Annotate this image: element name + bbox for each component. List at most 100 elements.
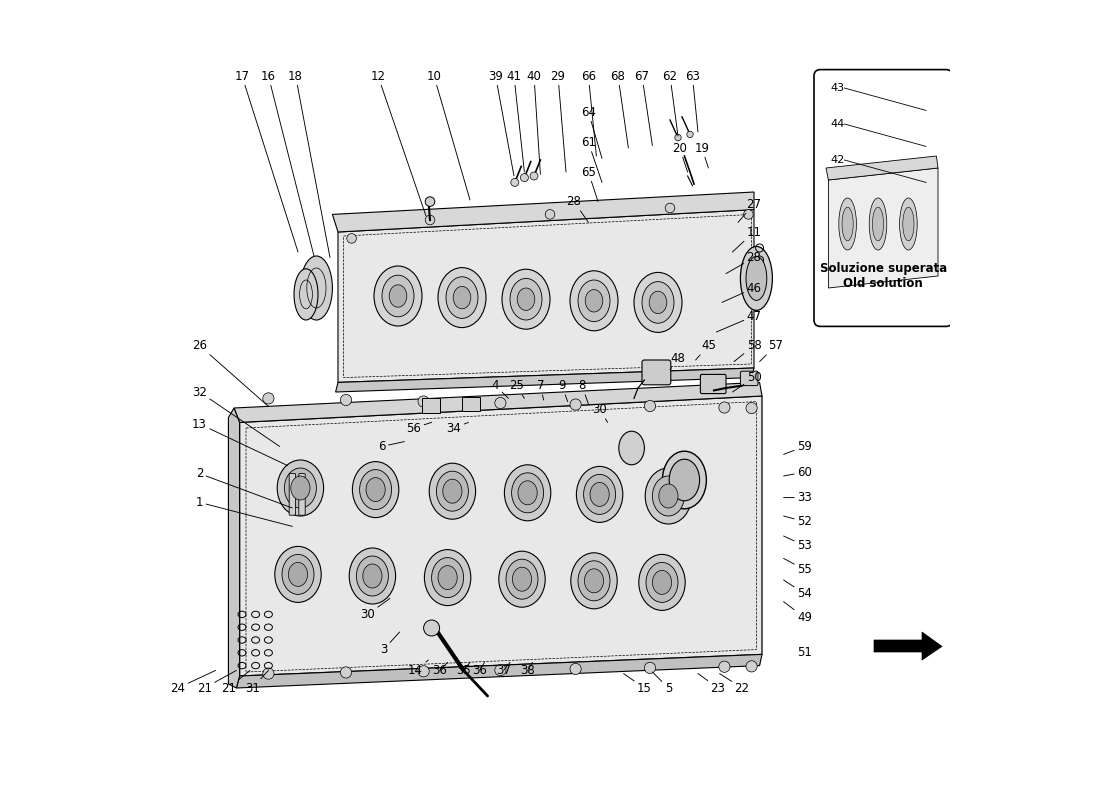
Text: Soluzione superata
Old solution: Soluzione superata Old solution [820, 262, 947, 290]
Circle shape [424, 620, 440, 636]
Text: 55: 55 [783, 558, 812, 576]
Text: 61: 61 [581, 136, 602, 182]
Text: 45: 45 [695, 339, 716, 360]
Ellipse shape [389, 285, 407, 307]
Text: 42: 42 [830, 155, 845, 165]
Text: 5: 5 [652, 672, 672, 694]
Text: 36: 36 [472, 662, 487, 677]
Ellipse shape [634, 272, 682, 333]
Ellipse shape [275, 546, 321, 602]
Ellipse shape [590, 482, 609, 506]
Text: 7: 7 [537, 379, 544, 400]
Ellipse shape [585, 290, 603, 312]
Ellipse shape [382, 275, 414, 317]
Ellipse shape [349, 548, 396, 604]
Text: 46: 46 [722, 282, 761, 302]
Polygon shape [234, 382, 762, 422]
Ellipse shape [578, 280, 610, 322]
Ellipse shape [282, 554, 314, 594]
Ellipse shape [662, 451, 706, 509]
Text: 58: 58 [734, 339, 761, 362]
Text: 1: 1 [196, 496, 293, 526]
Circle shape [418, 396, 429, 407]
Ellipse shape [505, 465, 551, 521]
Text: 27: 27 [738, 198, 761, 222]
Ellipse shape [510, 278, 542, 320]
Ellipse shape [639, 554, 685, 610]
Ellipse shape [619, 431, 645, 465]
Ellipse shape [437, 471, 469, 511]
Text: 23: 23 [698, 674, 725, 694]
Text: 19: 19 [694, 142, 710, 168]
Ellipse shape [903, 207, 914, 241]
Polygon shape [338, 210, 754, 382]
Polygon shape [874, 632, 942, 660]
Ellipse shape [652, 476, 684, 516]
Text: 35: 35 [456, 662, 471, 677]
Text: 51: 51 [798, 646, 812, 658]
Text: 53: 53 [783, 536, 812, 552]
Circle shape [744, 210, 754, 219]
Text: 47: 47 [716, 310, 761, 332]
Polygon shape [332, 192, 754, 232]
Ellipse shape [502, 269, 550, 330]
Polygon shape [336, 368, 754, 392]
Text: 3: 3 [379, 632, 399, 656]
Ellipse shape [429, 463, 475, 519]
Ellipse shape [360, 470, 392, 510]
Ellipse shape [740, 246, 772, 310]
Circle shape [520, 174, 528, 182]
Text: 26: 26 [192, 339, 268, 406]
Circle shape [746, 661, 757, 672]
Text: 30: 30 [360, 598, 390, 621]
Circle shape [510, 178, 519, 186]
Ellipse shape [570, 270, 618, 331]
Circle shape [426, 215, 434, 225]
Circle shape [495, 398, 506, 409]
Text: 30: 30 [592, 403, 607, 422]
Text: 10: 10 [427, 70, 470, 200]
Ellipse shape [300, 256, 332, 320]
Text: 50: 50 [733, 371, 761, 392]
Ellipse shape [438, 267, 486, 328]
Text: 28: 28 [726, 251, 761, 274]
Text: 38: 38 [520, 662, 535, 677]
Text: 24: 24 [170, 670, 216, 694]
Circle shape [718, 661, 730, 672]
Text: 65: 65 [581, 166, 598, 202]
Text: 52: 52 [783, 515, 812, 528]
Text: 43: 43 [830, 83, 844, 93]
Ellipse shape [646, 468, 692, 524]
Circle shape [570, 399, 581, 410]
FancyBboxPatch shape [740, 371, 758, 386]
Circle shape [495, 665, 506, 676]
FancyBboxPatch shape [701, 374, 726, 394]
Ellipse shape [512, 473, 543, 513]
Ellipse shape [652, 570, 672, 594]
FancyBboxPatch shape [299, 474, 305, 515]
Ellipse shape [425, 550, 471, 606]
Circle shape [674, 134, 681, 141]
Text: 22: 22 [719, 674, 749, 694]
Text: 54: 54 [783, 580, 812, 600]
Ellipse shape [869, 198, 887, 250]
Circle shape [263, 393, 274, 404]
Circle shape [666, 203, 674, 213]
Ellipse shape [363, 564, 382, 588]
Circle shape [546, 210, 554, 219]
Ellipse shape [431, 558, 463, 598]
Text: eurospares: eurospares [239, 402, 414, 430]
Circle shape [718, 402, 730, 413]
Polygon shape [236, 654, 762, 688]
Text: 28: 28 [566, 195, 588, 222]
Text: 2: 2 [196, 467, 293, 508]
Ellipse shape [649, 291, 667, 314]
Circle shape [746, 402, 757, 414]
Ellipse shape [374, 266, 422, 326]
Ellipse shape [576, 466, 623, 522]
Text: 12: 12 [371, 70, 426, 216]
Text: 37: 37 [496, 662, 512, 677]
Text: 16: 16 [261, 70, 314, 256]
Circle shape [340, 667, 352, 678]
Text: eurospares: eurospares [486, 594, 662, 622]
